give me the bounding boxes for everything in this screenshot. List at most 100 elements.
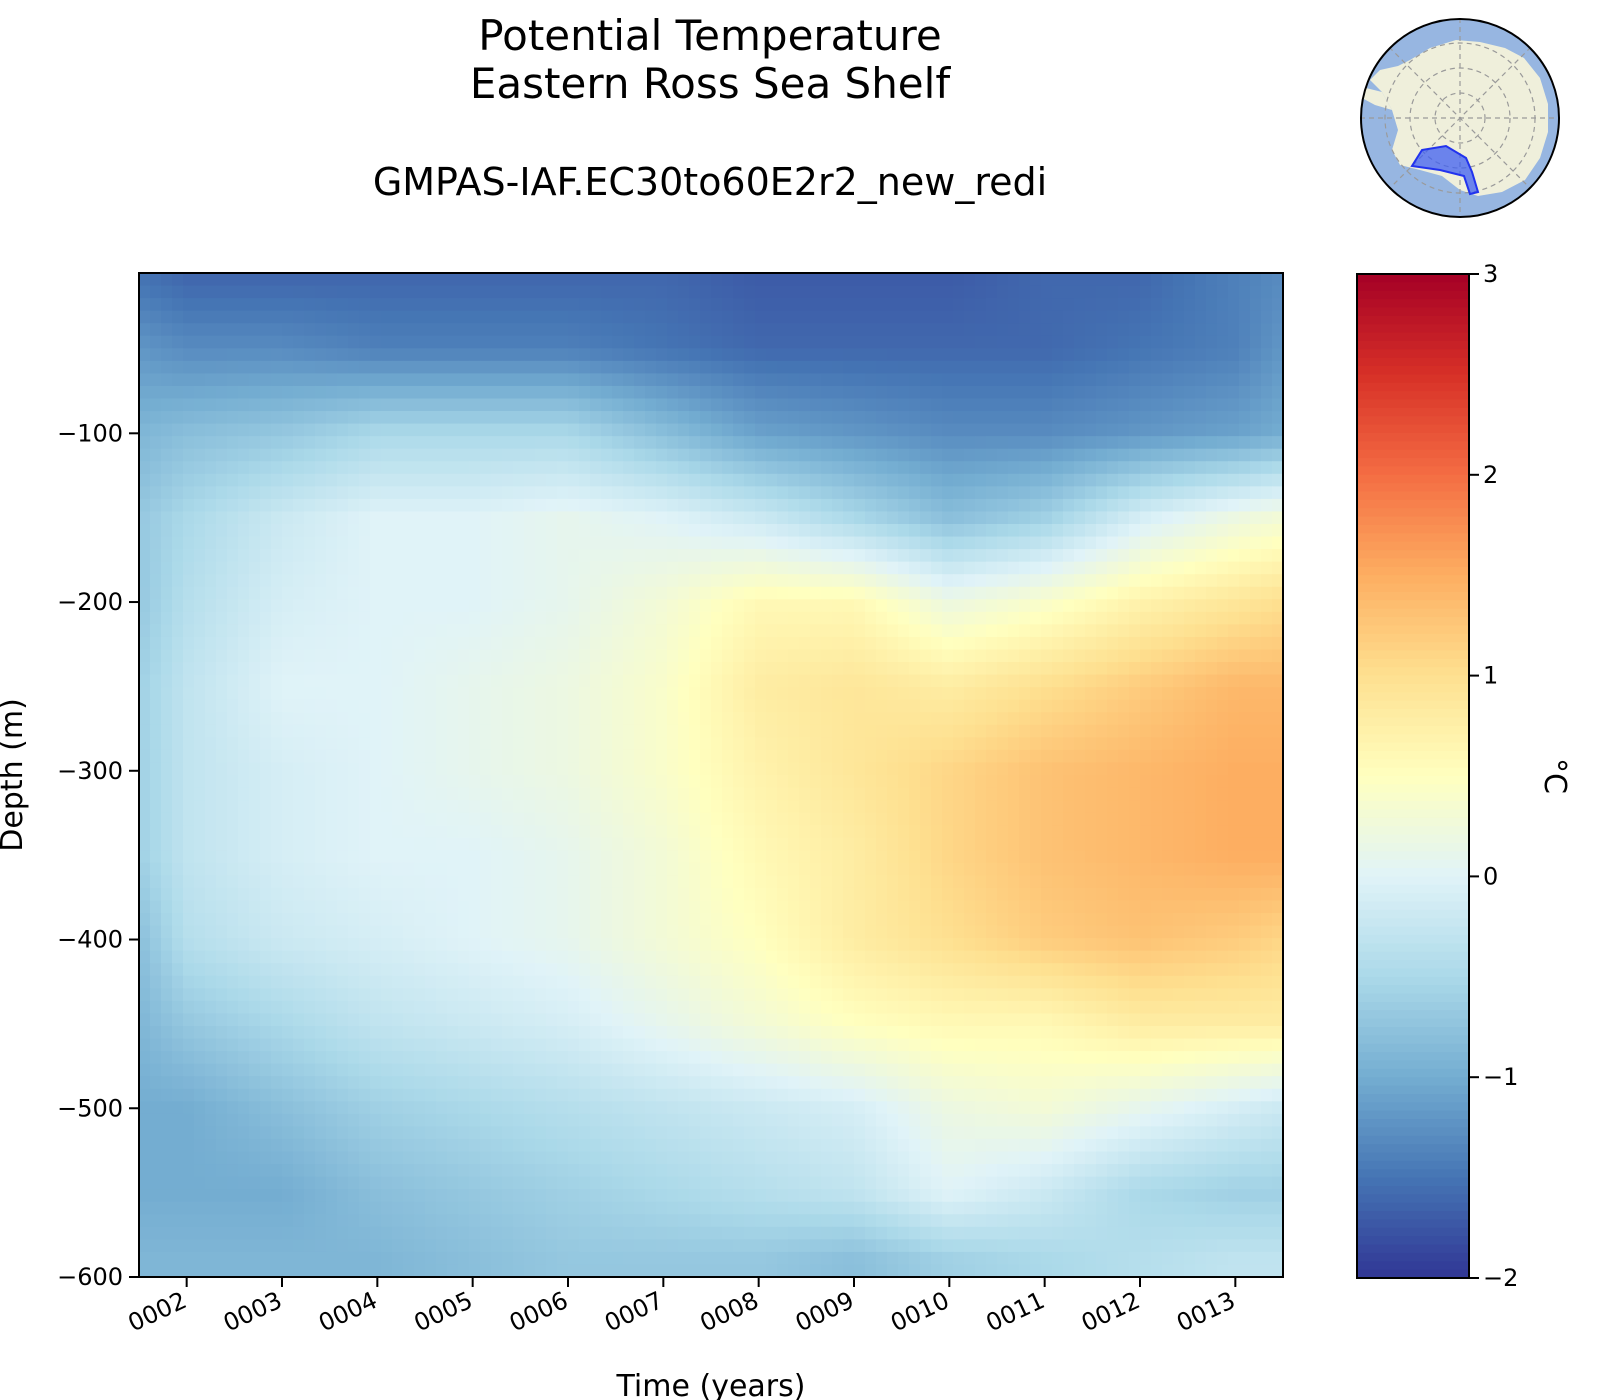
heatmap-cell: [1261, 536, 1273, 550]
heatmap-cell: [436, 574, 448, 588]
heatmap-cell: [909, 737, 921, 751]
heatmap-cell: [755, 762, 767, 776]
heatmap-cell: [458, 561, 470, 575]
heatmap-cell: [150, 812, 162, 826]
heatmap-cell: [1239, 636, 1251, 651]
heatmap-cell: [975, 850, 987, 864]
heatmap-cell: [1217, 486, 1229, 500]
heatmap-cell: [491, 662, 503, 676]
heatmap-cell: [623, 511, 635, 525]
heatmap-cell: [777, 787, 789, 801]
heatmap-cell: [1217, 837, 1229, 851]
heatmap-cell: [260, 335, 272, 349]
heatmap-cell: [150, 662, 162, 676]
heatmap-cell: [1272, 662, 1284, 676]
heatmap-cell: [1030, 561, 1042, 575]
heatmap-cell: [744, 724, 756, 738]
heatmap-cell: [810, 737, 822, 751]
heatmap-cell: [403, 662, 415, 676]
heatmap-cell: [1107, 411, 1119, 425]
heatmap-cell: [260, 699, 272, 713]
heatmap-cell: [1239, 561, 1251, 575]
heatmap-cell: [1272, 486, 1284, 500]
heatmap-cell: [777, 360, 789, 374]
heatmap-cell: [260, 536, 272, 550]
heatmap-cell: [260, 461, 272, 475]
heatmap-cell: [502, 837, 514, 851]
heatmap-cell: [722, 323, 734, 337]
heatmap-cell: [260, 323, 272, 337]
heatmap-cell: [722, 436, 734, 450]
heatmap-cell: [535, 775, 547, 789]
heatmap-cell: [139, 850, 151, 864]
heatmap-cell: [590, 436, 602, 450]
heatmap-cell: [1151, 574, 1163, 588]
heatmap-cell: [315, 411, 327, 425]
heatmap-cell: [557, 524, 569, 538]
heatmap-cell: [744, 385, 756, 400]
heatmap-cell: [898, 348, 910, 362]
heatmap-cell: [502, 624, 514, 638]
heatmap-cell: [216, 837, 228, 851]
heatmap-cell: [887, 825, 899, 839]
heatmap-cell: [832, 749, 844, 764]
heatmap-cell: [1052, 385, 1064, 400]
heatmap-cell: [975, 662, 987, 676]
heatmap-cell: [1195, 310, 1207, 324]
heatmap-cell: [150, 511, 162, 525]
heatmap-cell: [645, 862, 657, 876]
heatmap-cell: [392, 749, 404, 764]
heatmap-cell: [931, 285, 943, 299]
heatmap-cell: [953, 423, 965, 437]
heatmap-cell: [645, 737, 657, 751]
heatmap-cell: [810, 461, 822, 475]
heatmap-cell: [1063, 611, 1075, 625]
heatmap-cell: [326, 285, 338, 299]
heatmap-cell: [1206, 787, 1218, 801]
heatmap-cell: [1239, 549, 1251, 563]
heatmap-cell: [1063, 762, 1075, 776]
heatmap-cell: [821, 599, 833, 613]
heatmap-cell: [788, 762, 800, 776]
heatmap-cell: [799, 423, 811, 437]
heatmap-cell: [359, 360, 371, 374]
heatmap-cell: [480, 674, 492, 688]
heatmap-cell: [216, 536, 228, 550]
heatmap-cell: [1261, 586, 1273, 600]
heatmap-cell: [843, 373, 855, 387]
heatmap-cell: [733, 373, 745, 387]
heatmap-cell: [843, 385, 855, 400]
heatmap-cell: [843, 360, 855, 374]
heatmap-cell: [271, 737, 283, 751]
heatmap-cell: [491, 549, 503, 563]
heatmap-cell: [876, 310, 888, 324]
heatmap-cell: [205, 787, 217, 801]
heatmap-cell: [744, 273, 756, 287]
heatmap-cell: [898, 674, 910, 688]
heatmap-cell: [502, 636, 514, 651]
heatmap-cell: [425, 649, 437, 663]
heatmap-cell: [942, 624, 954, 638]
heatmap-cell: [1184, 273, 1196, 287]
heatmap-cell: [1118, 298, 1130, 312]
heatmap-cell: [414, 348, 426, 362]
heatmap-cell: [898, 624, 910, 638]
heatmap-cell: [238, 812, 250, 826]
heatmap-cell: [854, 687, 866, 701]
heatmap-cell: [326, 624, 338, 638]
heatmap-cell: [700, 385, 712, 400]
heatmap-cell: [1140, 737, 1152, 751]
heatmap-cell: [1173, 636, 1185, 651]
heatmap-cell: [348, 348, 360, 362]
heatmap-cell: [293, 749, 305, 764]
heatmap-cell: [997, 837, 1009, 851]
heatmap-cell: [447, 586, 459, 600]
heatmap-cell: [942, 486, 954, 500]
heatmap-cell: [216, 285, 228, 299]
heatmap-cell: [1096, 850, 1108, 864]
heatmap-cell: [392, 825, 404, 839]
heatmap-cell: [777, 800, 789, 814]
heatmap-cell: [1085, 674, 1097, 688]
heatmap-cell: [315, 775, 327, 789]
heatmap-cell: [557, 423, 569, 437]
